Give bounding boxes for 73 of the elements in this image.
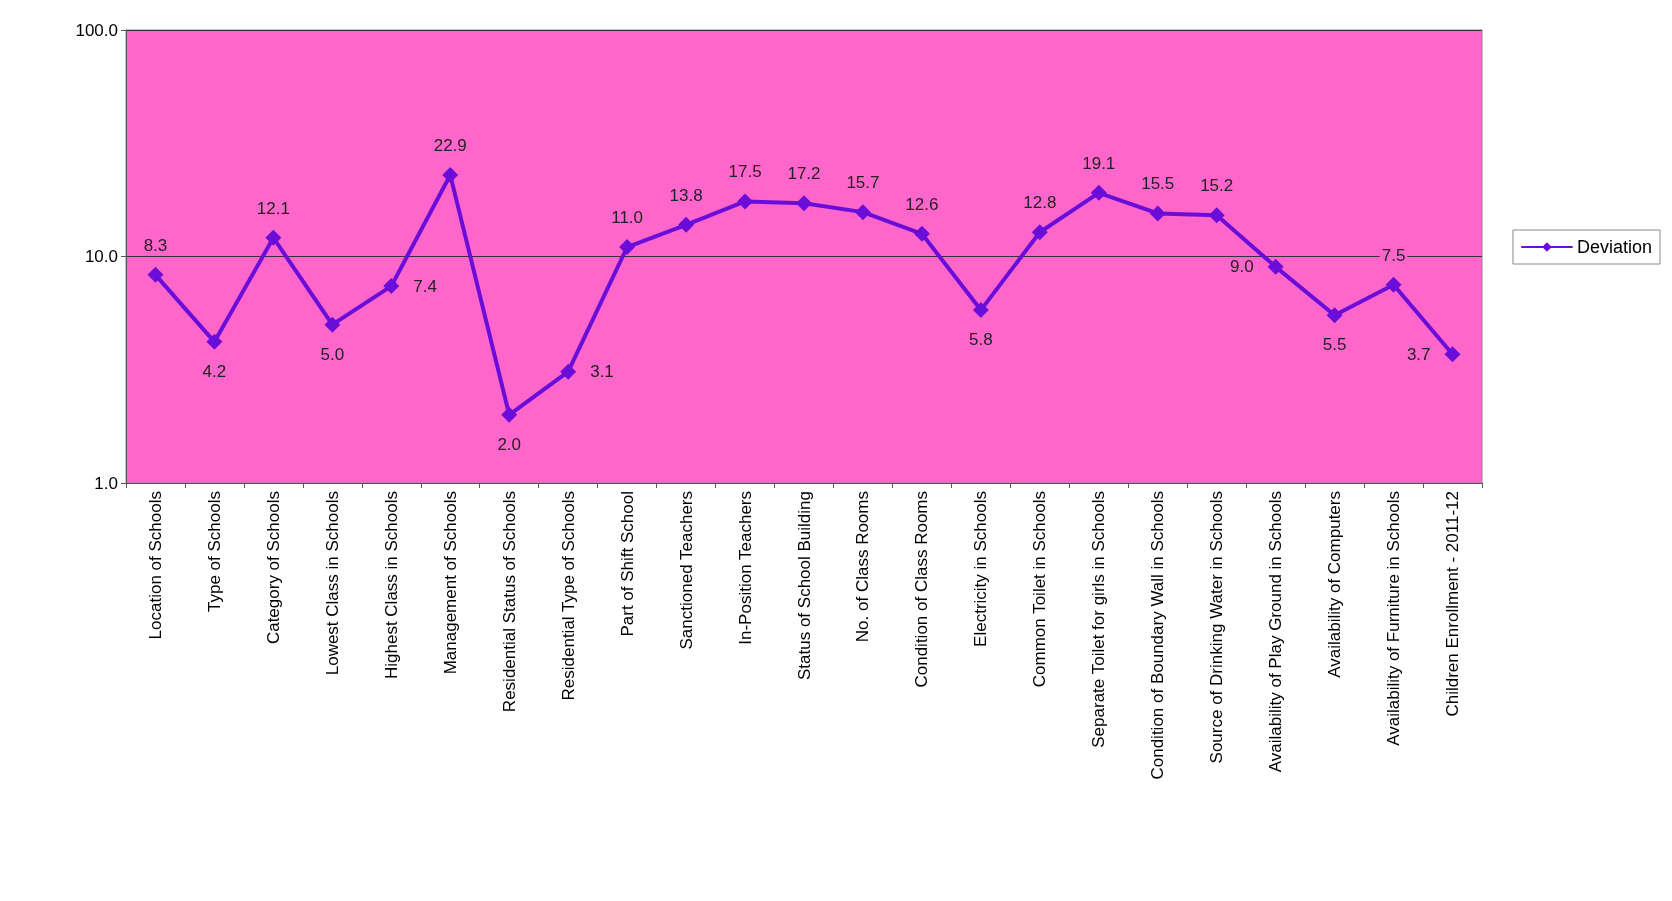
point: [972, 302, 989, 319]
text: 7.5: [1381, 245, 1406, 265]
text: 5.5: [1322, 335, 1347, 355]
point: [1267, 258, 1284, 275]
y-tick-label: 100.0: [75, 20, 118, 40]
point: [265, 229, 282, 246]
text: 8.3: [143, 235, 168, 255]
y-tick-label: 10.0: [84, 247, 118, 266]
point: [854, 204, 871, 221]
point: [206, 333, 223, 350]
x-tick-label: Availability of Furniture in Schools: [1384, 491, 1404, 746]
point: [1208, 207, 1225, 224]
point: [324, 316, 341, 333]
x-tick-label: Part of Shift School: [617, 491, 637, 637]
x-tick-label: Common Toilet in Schools: [1030, 491, 1050, 688]
point: [560, 363, 577, 380]
point: [1031, 224, 1048, 241]
text: 3.1: [590, 362, 614, 382]
x-tick-label: Separate Toilet for girls in Schools: [1089, 491, 1109, 748]
point: [1326, 307, 1343, 324]
x-tick-label: Category of Schools: [263, 491, 283, 645]
point: [1444, 346, 1461, 363]
x-tick-label: Electricity in Schools: [971, 491, 991, 647]
point: [501, 406, 518, 423]
text: 12.6: [905, 194, 939, 214]
text: 15.7: [846, 173, 880, 193]
legend-label: Deviation: [1576, 237, 1653, 257]
x-tick-label: Condition of Class Rooms: [912, 491, 932, 688]
text: 5.8: [969, 330, 993, 350]
x-tick-label: Availability of Play Ground in Schools: [1266, 491, 1286, 773]
x-tick-label: In-Position Teachers: [735, 491, 755, 645]
text: 2.0: [497, 434, 522, 454]
point: [1149, 205, 1166, 222]
text: 7.4: [413, 276, 437, 296]
text: 15.5: [1141, 174, 1175, 194]
text: 9.0: [1230, 257, 1254, 277]
text: 11.0: [611, 208, 644, 228]
x-tick-label: Management of Schools: [440, 491, 460, 675]
x-tick-label: Residential Status of Schools: [499, 491, 519, 713]
point: [619, 239, 636, 256]
point: [678, 216, 695, 233]
point: [1090, 184, 1107, 201]
point: [737, 193, 754, 210]
x-tick-label: Residential Type of Schools: [558, 491, 578, 701]
y-tick-label: 1.0: [94, 473, 118, 493]
x-tick-label: Condition of Boundary Wall in Schools: [1148, 491, 1168, 780]
text: 22.9: [433, 136, 467, 155]
x-tick-label: Highest Class in Schools: [381, 491, 401, 680]
x-tick-label: No. of Class Rooms: [853, 491, 873, 643]
text: 17.2: [787, 164, 821, 184]
x-tick-label: Availability of Computers: [1325, 491, 1345, 678]
point: [442, 167, 459, 183]
point: [147, 266, 164, 283]
point: [383, 278, 400, 295]
text: 12.1: [256, 198, 290, 218]
text: 12.8: [1023, 193, 1057, 213]
x-tick-label: Status of School Building: [794, 491, 814, 681]
x-tick-label: Location of Schools: [145, 491, 165, 640]
text: 13.8: [669, 185, 703, 205]
text: 4.2: [202, 361, 227, 381]
x-tick-label: Source of Drinking Water in Schools: [1207, 491, 1227, 764]
point: [796, 195, 812, 212]
text: 5.0: [320, 344, 345, 364]
text: 17.5: [728, 162, 762, 182]
text: 3.7: [1406, 344, 1431, 364]
x-tick-label: Children Enrollment - 2011-12: [1443, 491, 1463, 717]
point: [913, 225, 930, 242]
text: 19.1: [1082, 153, 1116, 173]
point: [1385, 276, 1402, 293]
x-tick-label: Sanctioned Teachers: [676, 491, 696, 650]
x-tick-label: Lowest Class in Schools: [322, 491, 342, 676]
x-tick-label: Type of Schools: [204, 491, 224, 612]
text: 15.2: [1200, 176, 1234, 196]
